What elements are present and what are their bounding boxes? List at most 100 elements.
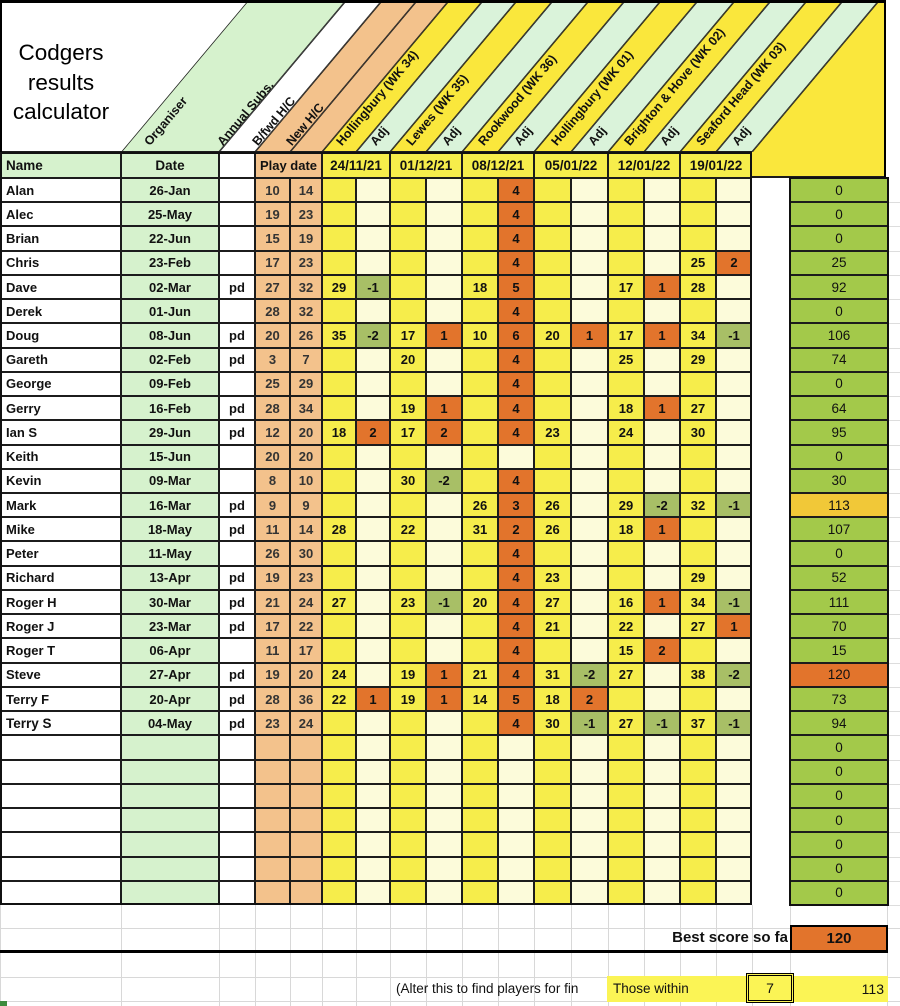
cell-score[interactable] bbox=[534, 832, 571, 857]
cell-paid[interactable]: pd bbox=[219, 614, 255, 639]
cell-adj[interactable] bbox=[571, 299, 608, 324]
cell-score[interactable] bbox=[322, 202, 356, 227]
cell-total[interactable]: 106 bbox=[790, 323, 888, 348]
cell-score[interactable] bbox=[608, 541, 644, 566]
cell-adj[interactable] bbox=[571, 274, 608, 300]
cell-adj[interactable] bbox=[426, 444, 462, 469]
cell-adj[interactable] bbox=[571, 493, 608, 518]
cell-bfwd-hc[interactable]: 19 bbox=[255, 662, 290, 687]
cell-score[interactable] bbox=[534, 783, 571, 809]
cell-name[interactable]: Brian bbox=[0, 226, 121, 251]
cell-new-hc[interactable] bbox=[290, 832, 322, 857]
cell-score[interactable] bbox=[390, 783, 426, 809]
cell-score[interactable]: 31 bbox=[534, 662, 571, 687]
cell-score[interactable]: 30 bbox=[680, 420, 716, 445]
cell-score[interactable] bbox=[680, 444, 716, 469]
cell-new-hc[interactable]: 23 bbox=[290, 250, 322, 275]
cell-paid[interactable]: pd bbox=[219, 396, 255, 421]
cell-total[interactable]: 15 bbox=[790, 638, 888, 663]
cell-score[interactable] bbox=[680, 178, 716, 203]
cell-adj[interactable] bbox=[716, 468, 752, 494]
cell-name[interactable]: Gareth bbox=[0, 347, 121, 372]
cell-new-hc[interactable]: 20 bbox=[290, 420, 322, 445]
cell-adj[interactable] bbox=[571, 638, 608, 663]
cell-adj[interactable] bbox=[716, 808, 752, 833]
cell-date[interactable]: 15-Jun bbox=[121, 444, 219, 469]
cell-score[interactable] bbox=[462, 711, 498, 736]
cell-adj[interactable] bbox=[426, 808, 462, 833]
cell-adj[interactable] bbox=[716, 444, 752, 469]
cell-score[interactable]: 21 bbox=[534, 614, 571, 639]
cell-name[interactable]: Derek bbox=[0, 299, 121, 324]
cell-total[interactable]: 0 bbox=[790, 783, 888, 809]
cell-adj[interactable]: 4 bbox=[498, 711, 534, 736]
cell-new-hc[interactable]: 24 bbox=[290, 711, 322, 736]
cell-new-hc[interactable]: 17 bbox=[290, 638, 322, 663]
cell-score[interactable] bbox=[462, 250, 498, 275]
cell-adj[interactable]: -1 bbox=[571, 711, 608, 736]
cell-adj[interactable] bbox=[716, 638, 752, 663]
cell-paid[interactable]: pd bbox=[219, 493, 255, 518]
cell-adj[interactable] bbox=[571, 832, 608, 857]
cell-name[interactable]: Gerry bbox=[0, 396, 121, 421]
cell-adj[interactable] bbox=[644, 832, 680, 857]
cell-score[interactable] bbox=[534, 759, 571, 784]
cell-adj[interactable] bbox=[644, 299, 680, 324]
cell-date[interactable]: 20-Apr bbox=[121, 686, 219, 712]
cell-score[interactable] bbox=[608, 686, 644, 712]
cell-score[interactable] bbox=[534, 735, 571, 760]
cell-adj[interactable]: 4 bbox=[498, 638, 534, 663]
cell-new-hc[interactable]: 29 bbox=[290, 371, 322, 397]
cell-paid[interactable]: pd bbox=[219, 662, 255, 687]
cell-adj[interactable]: 5 bbox=[498, 686, 534, 712]
cell-score[interactable] bbox=[680, 735, 716, 760]
cell-score[interactable]: 20 bbox=[462, 589, 498, 615]
cell-new-hc[interactable]: 20 bbox=[290, 444, 322, 469]
cell-paid[interactable] bbox=[219, 468, 255, 494]
cell-adj[interactable] bbox=[498, 880, 534, 905]
cell-adj[interactable] bbox=[356, 808, 390, 833]
cell-adj[interactable] bbox=[571, 468, 608, 494]
cell-score[interactable] bbox=[462, 759, 498, 784]
cell-date[interactable]: 23-Feb bbox=[121, 250, 219, 275]
cell-bfwd-hc[interactable]: 17 bbox=[255, 614, 290, 639]
cell-adj[interactable]: 2 bbox=[571, 686, 608, 712]
cell-score[interactable]: 10 bbox=[462, 323, 498, 348]
cell-score[interactable] bbox=[462, 420, 498, 445]
cell-score[interactable] bbox=[390, 614, 426, 639]
cell-score[interactable] bbox=[390, 299, 426, 324]
cell-adj[interactable] bbox=[571, 202, 608, 227]
cell-total[interactable]: 0 bbox=[790, 735, 888, 760]
cell-date[interactable]: 01-Jun bbox=[121, 299, 219, 324]
cell-score[interactable] bbox=[390, 250, 426, 275]
cell-score[interactable]: 17 bbox=[608, 274, 644, 300]
cell-total[interactable]: 0 bbox=[790, 759, 888, 784]
cell-score[interactable] bbox=[390, 856, 426, 881]
cell-score[interactable] bbox=[534, 638, 571, 663]
cell-adj[interactable] bbox=[426, 347, 462, 372]
cell-score[interactable]: 26 bbox=[462, 493, 498, 518]
cell-score[interactable]: 14 bbox=[462, 686, 498, 712]
cell-name[interactable]: Roger J bbox=[0, 614, 121, 639]
cell-adj[interactable] bbox=[716, 396, 752, 421]
cell-adj[interactable] bbox=[716, 347, 752, 372]
cell-total[interactable]: 74 bbox=[790, 347, 888, 372]
cell-adj[interactable] bbox=[644, 468, 680, 494]
cell-bfwd-hc[interactable]: 20 bbox=[255, 323, 290, 348]
cell-score[interactable] bbox=[534, 274, 571, 300]
cell-adj[interactable] bbox=[716, 178, 752, 203]
cell-adj[interactable] bbox=[571, 178, 608, 203]
cell-bfwd-hc[interactable]: 27 bbox=[255, 274, 290, 300]
cell-date[interactable]: 04-May bbox=[121, 711, 219, 736]
cell-score[interactable]: 17 bbox=[608, 323, 644, 348]
cell-score[interactable] bbox=[680, 880, 716, 905]
cell-adj[interactable]: 1 bbox=[644, 274, 680, 300]
cell-adj[interactable] bbox=[571, 880, 608, 905]
cell-adj[interactable] bbox=[356, 589, 390, 615]
cell-score[interactable] bbox=[608, 880, 644, 905]
cell-new-hc[interactable]: 22 bbox=[290, 614, 322, 639]
cell-score[interactable] bbox=[322, 493, 356, 518]
cell-score[interactable]: 24 bbox=[608, 420, 644, 445]
cell-score[interactable] bbox=[322, 614, 356, 639]
cell-new-hc[interactable]: 14 bbox=[290, 178, 322, 203]
